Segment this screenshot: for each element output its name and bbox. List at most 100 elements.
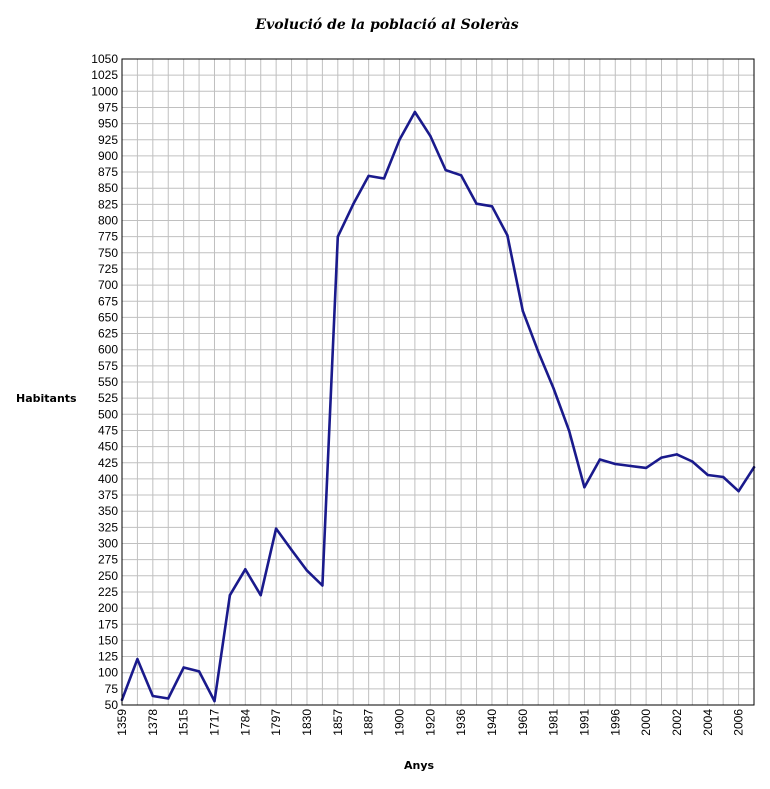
x-tick-label: 2006 [732,709,746,736]
data-point [367,174,370,178]
y-tick-label: 250 [98,569,118,583]
x-tick-label: 1515 [177,709,191,736]
data-point [459,174,463,177]
y-tick-label: 225 [98,585,118,599]
y-tick-label: 125 [98,650,118,664]
x-tick-label: 1717 [207,709,221,736]
y-tick-label: 200 [98,601,118,615]
y-tick-label: 325 [98,520,118,534]
data-point [336,235,340,238]
y-tick-label: 575 [98,359,118,373]
data-point [552,387,555,390]
series-line [120,110,756,703]
x-axis-ticks: 1359 1378 1515 1717 1784 1797 1830 1857 1887 1900… [115,709,746,736]
data-point [321,584,324,587]
x-tick-label: 1784 [238,709,252,736]
y-tick-label: 150 [98,633,118,647]
y-tick-label: 1025 [91,68,118,82]
x-tick-label: 2002 [670,709,684,736]
y-tick-label: 900 [98,149,118,163]
data-point [429,134,432,138]
data-point [151,694,155,698]
y-tick-label: 550 [98,375,118,389]
data-point [660,456,663,459]
y-tick-label: 1050 [91,52,118,66]
data-point [182,666,185,669]
y-axis-ticks: 50 75 100 125 150 175 200 225 250 275 300 325 350 375… [91,52,118,712]
data-point [305,569,309,572]
y-tick-label: 475 [98,423,118,437]
series [120,110,756,703]
data-point [382,177,386,180]
y-tick-label: 675 [98,294,118,308]
data-point [444,168,447,172]
data-point [644,466,648,470]
x-tick-label: 1900 [392,709,406,736]
y-tick-label: 725 [98,262,118,276]
data-point [398,138,401,141]
chart-title: Evolució de la població al Soleràs [254,17,518,33]
x-tick-label: 2004 [701,709,715,736]
y-tick-label: 875 [98,165,118,179]
x-tick-label: 1996 [608,709,622,736]
y-tick-label: 625 [98,327,118,341]
y-tick-label: 850 [98,181,118,195]
data-point [475,202,478,205]
x-tick-label: 1830 [300,709,314,736]
data-point [598,458,602,461]
y-tick-label: 750 [98,246,118,260]
y-tick-label: 300 [98,537,118,551]
data-point [583,486,586,489]
data-point [290,548,293,552]
x-axis-label: Anys [404,759,435,772]
y-tick-label: 75 [105,682,119,696]
y-tick-label: 500 [98,407,118,421]
data-point [352,203,355,206]
data-point [490,205,494,208]
y-tick-label: 1000 [91,84,118,98]
data-point [213,699,216,703]
data-point [244,568,247,571]
x-tick-label: 1991 [577,709,591,736]
data-point [521,309,524,313]
y-tick-label: 525 [98,391,118,405]
y-tick-label: 450 [98,440,118,454]
y-tick-label: 350 [98,504,118,518]
x-tick-label: 1359 [115,709,129,736]
x-tick-label: 1887 [362,709,376,736]
data-point [721,475,725,479]
x-tick-label: 1940 [485,709,499,736]
data-point [259,593,262,597]
y-tick-label: 50 [105,698,119,712]
y-tick-label: 100 [98,666,118,680]
y-tick-label: 925 [98,133,118,147]
data-point [614,462,617,466]
x-tick-label: 1936 [454,709,468,736]
y-tick-label: 175 [98,617,118,631]
data-point [536,350,540,353]
y-tick-label: 975 [98,100,118,114]
x-tick-label: 1960 [516,709,530,736]
x-tick-label: 1378 [146,709,160,736]
data-point [737,489,740,493]
y-tick-label: 700 [98,278,118,292]
data-point [274,527,278,530]
data-point [567,429,571,432]
data-point [228,593,232,597]
y-tick-label: 825 [98,197,118,211]
data-point [629,464,632,468]
x-tick-label: 1920 [423,709,437,736]
y-tick-label: 400 [98,472,118,486]
y-tick-label: 600 [98,343,118,357]
y-tick-label: 950 [98,117,118,131]
y-tick-label: 275 [98,553,118,567]
y-tick-label: 650 [98,310,118,324]
y-tick-label: 425 [98,456,118,470]
data-point [413,110,417,114]
plot-frame [121,58,755,706]
data-point [706,473,709,477]
data-point [691,460,694,463]
y-tick-label: 800 [98,214,118,228]
data-point [675,453,679,456]
